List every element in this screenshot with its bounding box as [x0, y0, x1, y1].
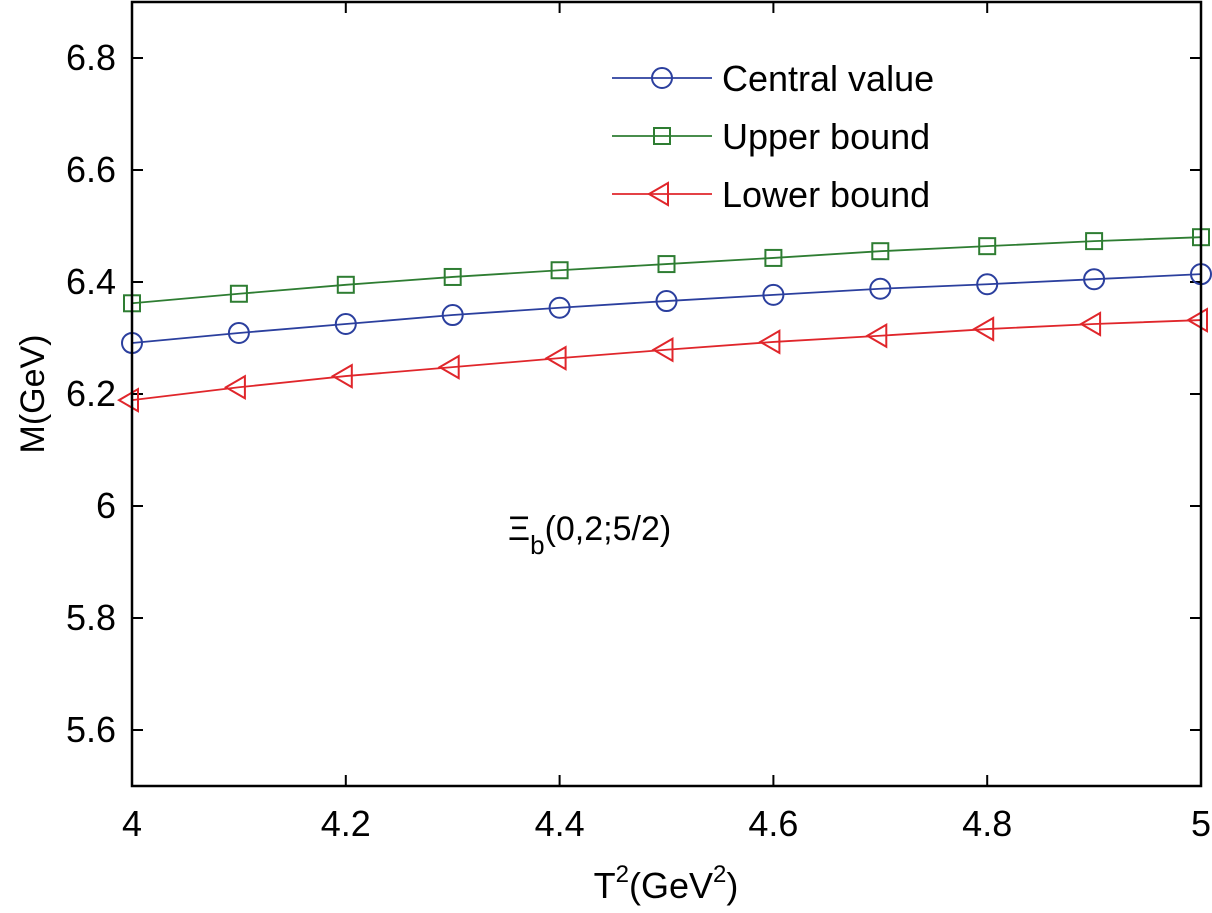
- series-line-upper-bound: [131, 236, 1202, 305]
- data-point-lower-bound: [544, 345, 567, 371]
- data-point-lower-bound: [223, 374, 246, 401]
- data-point-central-value: [655, 290, 678, 313]
- data-point-upper-bound: [229, 284, 248, 303]
- annotation-label: Ξb(0,2;5/2): [508, 510, 671, 560]
- x-tick-label: 4: [122, 803, 142, 844]
- data-point-lower-bound: [865, 323, 888, 349]
- y-tick-label: 6.8: [66, 37, 116, 78]
- x-tick-label: 4.8: [962, 803, 1012, 844]
- y-tick-label: 6.6: [66, 149, 116, 190]
- data-point-central-value: [976, 273, 999, 296]
- data-point-lower-bound: [1186, 307, 1208, 333]
- data-point-lower-bound: [117, 387, 139, 413]
- y-tick-label: 5.8: [66, 597, 116, 638]
- x-tick-label: 4.6: [748, 803, 798, 844]
- legend-label: Upper bound: [722, 116, 930, 157]
- legend-marker-icon: [647, 181, 669, 207]
- y-tick-label: 5.6: [66, 709, 116, 750]
- series-line-central-value: [131, 273, 1202, 344]
- data-point-upper-bound: [764, 248, 783, 267]
- legend-label: Lower bound: [722, 174, 930, 215]
- series-lower-bound: [117, 307, 1208, 413]
- data-point-lower-bound: [758, 329, 781, 355]
- y-tick-label: 6: [96, 485, 116, 526]
- legend-label: Central value: [722, 58, 934, 99]
- plot-frame: [130, 0, 1203, 788]
- data-point-upper-bound: [550, 261, 569, 280]
- legend: Central value Upper bound Lower bound: [612, 58, 934, 215]
- series-upper-bound: [123, 228, 1210, 313]
- legend-item: Upper bound: [612, 116, 930, 157]
- data-point-central-value: [548, 296, 571, 319]
- data-point-central-value: [334, 313, 357, 335]
- data-point-upper-bound: [978, 237, 997, 256]
- legend-marker-icon: [651, 67, 673, 89]
- x-tick-label: 5: [1191, 803, 1211, 844]
- series-line-lower-bound: [131, 319, 1202, 402]
- y-tick-label: 6.2: [66, 373, 116, 414]
- data-point-central-value: [869, 277, 892, 300]
- y-tick-label: 6.4: [66, 261, 116, 302]
- data-point-lower-bound: [437, 354, 460, 380]
- data-point-upper-bound: [657, 255, 676, 274]
- data-point-lower-bound: [330, 363, 353, 389]
- data-point-upper-bound: [336, 275, 355, 294]
- legend-item: Central value: [612, 58, 934, 99]
- series-central-value: [121, 263, 1212, 355]
- legend-item: Lower bound: [612, 174, 930, 215]
- data-point-upper-bound: [1085, 232, 1104, 251]
- data-point-lower-bound: [1079, 311, 1102, 337]
- data-point-upper-bound: [871, 242, 890, 261]
- y-axis-label: M(GeV): [14, 335, 52, 454]
- data-point-central-value: [227, 321, 250, 344]
- x-tick-label: 4.4: [535, 803, 585, 844]
- data-point-lower-bound: [651, 337, 674, 363]
- data-point-central-value: [1083, 268, 1106, 291]
- legend-marker-icon: [653, 127, 671, 145]
- x-tick-label: 4.2: [321, 803, 371, 844]
- data-point-lower-bound: [972, 316, 995, 342]
- data-point-central-value: [441, 304, 464, 327]
- data-point-central-value: [762, 283, 785, 306]
- data-point-upper-bound: [443, 267, 462, 286]
- x-axis-label: T2(GeV2): [594, 861, 739, 906]
